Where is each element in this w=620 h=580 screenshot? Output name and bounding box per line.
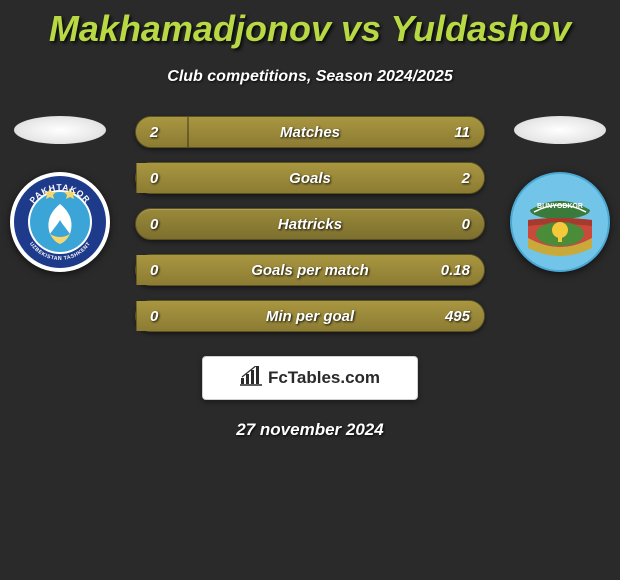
stat-row: 0Min per goal495 xyxy=(135,300,485,332)
page-subtitle: Club competitions, Season 2024/2025 xyxy=(0,68,620,86)
left-flag-oval xyxy=(14,116,106,144)
brand-text: FcTables.com xyxy=(268,368,380,388)
stat-value-right: 2 xyxy=(462,170,470,187)
stat-value-right: 11 xyxy=(454,124,470,141)
stat-label: Goals per match xyxy=(136,262,484,279)
stat-label: Hattricks xyxy=(136,216,484,233)
right-team-crest: BUNYODKOR xyxy=(510,172,610,272)
stat-value-right: 0 xyxy=(462,216,470,233)
stat-label: Matches xyxy=(136,124,484,141)
brand-box[interactable]: FcTables.com xyxy=(202,356,418,400)
chart-bars-icon xyxy=(240,366,262,391)
left-team-column: PAKHTAKOR UZBEKISTAN TASHKENT xyxy=(0,116,120,272)
right-flag-oval xyxy=(514,116,606,144)
page-title: Makhamadjonov vs Yuldashov xyxy=(0,0,620,50)
stat-row: 0Goals2 xyxy=(135,162,485,194)
comparison-area: PAKHTAKOR UZBEKISTAN TASHKENT xyxy=(0,116,620,332)
stat-row: 0Goals per match0.18 xyxy=(135,254,485,286)
left-team-crest: PAKHTAKOR UZBEKISTAN TASHKENT xyxy=(10,172,110,272)
stat-value-right: 0.18 xyxy=(441,262,470,279)
stat-row: 0Hattricks0 xyxy=(135,208,485,240)
stat-value-right: 495 xyxy=(445,308,470,325)
stat-row: 2Matches11 xyxy=(135,116,485,148)
stat-label: Goals xyxy=(136,170,484,187)
stat-rows-container: 2Matches110Goals20Hattricks00Goals per m… xyxy=(135,116,485,332)
footer-date: 27 november 2024 xyxy=(0,420,620,440)
right-team-column: BUNYODKOR xyxy=(500,116,620,272)
svg-text:BUNYODKOR: BUNYODKOR xyxy=(537,203,583,210)
stat-label: Min per goal xyxy=(136,308,484,325)
